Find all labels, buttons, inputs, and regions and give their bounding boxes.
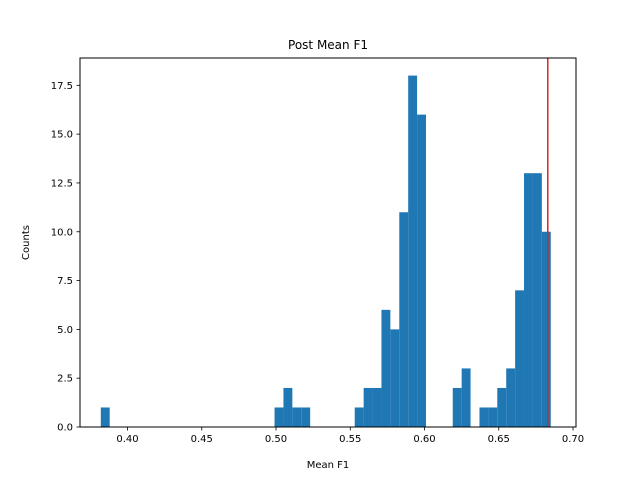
y-axis-ticks: 0.0 2.5 5.0 7.5 10.0 12.5 15.0 17.5 bbox=[51, 81, 80, 434]
x-tick-label: 0.50 bbox=[265, 434, 287, 445]
y-tick-label: 12.5 bbox=[51, 178, 73, 189]
histogram-bar-10 bbox=[399, 212, 409, 427]
plot-frame bbox=[79, 57, 577, 428]
histogram-bar-9 bbox=[390, 329, 400, 427]
x-tick-label: 0.65 bbox=[488, 434, 510, 445]
histogram-bar-6 bbox=[363, 387, 373, 427]
y-tick-label: 0.0 bbox=[57, 423, 73, 434]
histogram-bar-14 bbox=[461, 368, 471, 427]
histogram-bar-15 bbox=[479, 407, 489, 427]
y-tick-label: 10.0 bbox=[51, 227, 73, 238]
x-tick-label: 0.70 bbox=[562, 434, 584, 445]
x-tick-label: 0.60 bbox=[413, 434, 435, 445]
histogram-bar-7 bbox=[372, 387, 382, 427]
histogram-bar-3 bbox=[292, 407, 302, 427]
histogram-bar-12 bbox=[417, 114, 427, 427]
histogram-bar-2 bbox=[283, 387, 293, 427]
histogram-bar-4 bbox=[301, 407, 311, 427]
x-tick-label: 0.45 bbox=[191, 434, 213, 445]
histogram-bar-5 bbox=[354, 407, 364, 427]
y-tick-label: 17.5 bbox=[51, 81, 73, 92]
chart-title: Post Mean F1 bbox=[288, 38, 368, 52]
histogram-bar-17 bbox=[497, 387, 507, 427]
histogram-bar-20 bbox=[524, 173, 533, 427]
histogram-bar-21 bbox=[532, 173, 542, 427]
histogram-bar-11 bbox=[408, 75, 418, 428]
y-axis-label: Counts bbox=[21, 225, 32, 260]
y-tick-label: 15.0 bbox=[51, 130, 73, 141]
histogram-bar-8 bbox=[381, 309, 391, 427]
x-axis-ticks: 0.40 0.45 0.50 0.55 0.60 0.65 0.70 bbox=[116, 427, 584, 445]
histogram-bar-13 bbox=[452, 387, 462, 427]
histogram-bar-19 bbox=[515, 290, 525, 427]
histogram-bar-1 bbox=[274, 407, 284, 427]
x-axis-label: Mean F1 bbox=[307, 460, 350, 471]
y-tick-label: 7.5 bbox=[57, 276, 73, 287]
histogram-bar-18 bbox=[506, 368, 516, 427]
histogram-bar-16 bbox=[488, 407, 498, 427]
y-tick-label: 5.0 bbox=[57, 325, 73, 336]
x-tick-label: 0.55 bbox=[339, 434, 361, 445]
x-tick-label: 0.40 bbox=[116, 434, 138, 445]
y-tick-label: 2.5 bbox=[57, 374, 73, 385]
histogram-bar-0 bbox=[100, 407, 110, 427]
bars-group bbox=[100, 75, 551, 428]
histogram-bar-22 bbox=[541, 231, 551, 427]
